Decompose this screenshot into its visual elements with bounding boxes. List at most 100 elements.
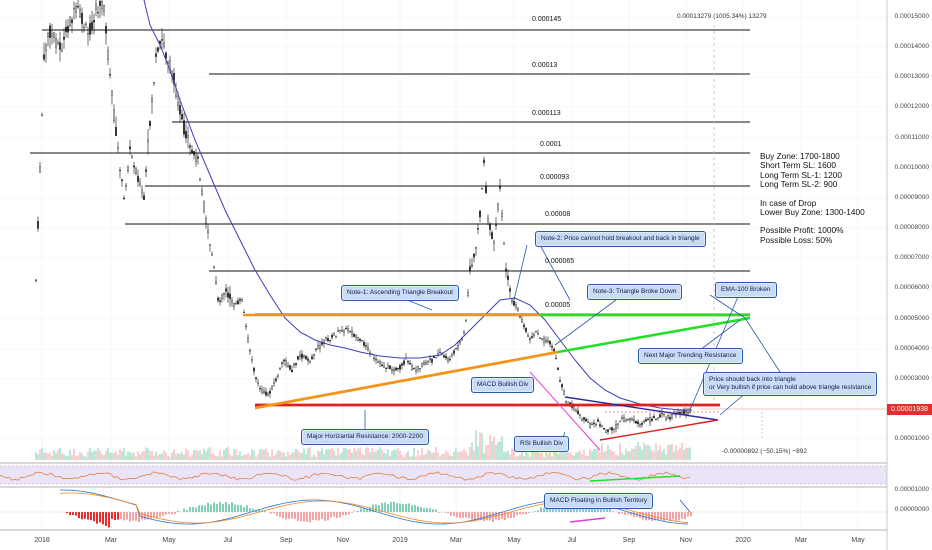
volume-bar <box>179 453 181 460</box>
candle-body <box>417 365 419 370</box>
volume-bar <box>641 449 643 460</box>
volume-bar <box>539 452 541 460</box>
candle-body <box>91 21 93 30</box>
macd-histogram-bar <box>438 512 440 513</box>
macd-histogram-bar <box>447 512 449 514</box>
volume-bar <box>367 447 369 460</box>
volume-bar <box>125 455 127 460</box>
candle-body <box>449 358 451 361</box>
note-line: or Very bullish if price can hold above … <box>709 384 872 392</box>
volume-bar <box>277 450 279 460</box>
macd-histogram-bar <box>426 507 428 512</box>
candle-body <box>269 390 271 394</box>
candle-body <box>421 362 423 367</box>
macd-histogram-bar <box>213 502 215 512</box>
volume-bar <box>375 450 377 460</box>
volume-bar <box>173 449 175 460</box>
fib-label-0.000093: 0.000093 <box>540 174 570 181</box>
candle-body <box>665 418 667 420</box>
y-tick-label: 0.00004000 <box>894 345 929 352</box>
candle-body <box>341 330 343 332</box>
volume-bar <box>645 445 647 460</box>
volume-bar <box>295 448 297 460</box>
macd-histogram-bar <box>237 504 239 512</box>
macd-histogram-bar <box>72 512 74 515</box>
note-macd-bullish-div[interactable]: MACD Bullish Div <box>471 377 535 394</box>
candle-body <box>535 331 537 333</box>
volume-bar <box>207 448 209 460</box>
volume-bar <box>593 448 595 460</box>
volume-bar <box>353 448 355 460</box>
candle-body <box>39 165 41 172</box>
volume-bar <box>209 447 211 460</box>
note-next-major-resistance[interactable]: Next Major Trending Resistance <box>638 348 743 365</box>
candle-body <box>51 33 53 37</box>
macd-histogram-bar <box>306 512 308 522</box>
candle-body <box>477 228 479 230</box>
volume-bar <box>201 453 203 460</box>
trade-plan-info: Buy Zone: 1700-1800 Short Term SL: 1600 … <box>760 151 865 245</box>
macd-histogram-bar <box>96 512 98 524</box>
info-line: Short Term SL: 1600 <box>760 160 836 171</box>
note-rsi-bullish-div[interactable]: RSI Bullish Div <box>514 436 569 453</box>
volume-bar <box>511 447 513 460</box>
note-price-back-into-triangle[interactable]: Price should back into triangle or Very … <box>703 372 878 397</box>
candle-body <box>685 410 687 415</box>
candle-body <box>443 355 445 358</box>
candle-body <box>507 275 509 280</box>
y-tick-label: 0.00012000 <box>894 103 929 110</box>
y-tick-label: 0.00013000 <box>894 73 929 80</box>
note-connector <box>699 319 741 351</box>
y-tick-label: 0.00010000 <box>894 164 929 171</box>
candle-body <box>657 417 659 419</box>
volume-bar <box>663 448 665 460</box>
volume-bar <box>503 451 505 460</box>
volume-bar <box>451 456 453 460</box>
macd-histogram-bar <box>372 504 374 512</box>
macd-histogram-bar <box>417 506 419 512</box>
candle-body <box>423 362 425 365</box>
volume-bar <box>359 447 361 460</box>
candle-body <box>447 357 449 362</box>
macd-histogram-bar <box>639 512 641 518</box>
volume-bar <box>191 454 193 460</box>
note-ema-100-broken[interactable]: EMA-100 Broken <box>715 282 777 299</box>
volume-bar <box>559 452 561 460</box>
candle-body <box>293 364 295 366</box>
volume-bar <box>423 455 425 460</box>
x-tick-label: Sep <box>622 537 636 544</box>
volume-bar <box>181 451 183 460</box>
volume-bar <box>85 456 87 460</box>
volume-bar <box>109 452 111 460</box>
macd-histogram-bar <box>300 512 302 522</box>
volume-bar <box>223 449 225 460</box>
macd-histogram-bar <box>312 512 314 520</box>
macd-histogram-bar <box>684 512 686 520</box>
macd-histogram-bar <box>309 512 311 523</box>
macd-histogram-bar <box>501 512 503 520</box>
macd-histogram-bar <box>210 504 212 512</box>
macd-histogram-bar <box>117 512 119 520</box>
candle-body <box>557 367 559 370</box>
macd-histogram-bar <box>123 512 125 521</box>
note-ascending-triangle-breakout[interactable]: Note-1: Ascending Triangle Breakout <box>341 285 459 302</box>
candle-body <box>379 361 381 364</box>
candle-body <box>383 365 385 368</box>
note-triangle-broke-down[interactable]: Note-3: Triangle Broke Down <box>587 284 683 301</box>
macd-histogram-bar <box>600 506 602 512</box>
note-major-horizontal-resistance[interactable]: Major Horizantal Resistance: 2000-2200 <box>301 429 429 446</box>
macd-histogram-bar <box>243 507 245 512</box>
candle-body <box>385 367 387 369</box>
candle-body <box>183 120 185 135</box>
candle-body <box>283 359 285 362</box>
macd-histogram-bar <box>138 512 140 523</box>
note-connector <box>554 296 621 346</box>
y-tick-label: 0.00003000 <box>894 375 929 382</box>
volume-bar <box>657 450 659 460</box>
candle-body <box>157 47 159 52</box>
candle-body <box>67 26 69 33</box>
volume-bar <box>129 451 131 460</box>
note-cannot-hold-breakout[interactable]: Note-2: Price cannot hold breakout and b… <box>535 231 706 248</box>
note-macd-floating[interactable]: MACD Floating in Bullish Territory <box>544 493 654 510</box>
